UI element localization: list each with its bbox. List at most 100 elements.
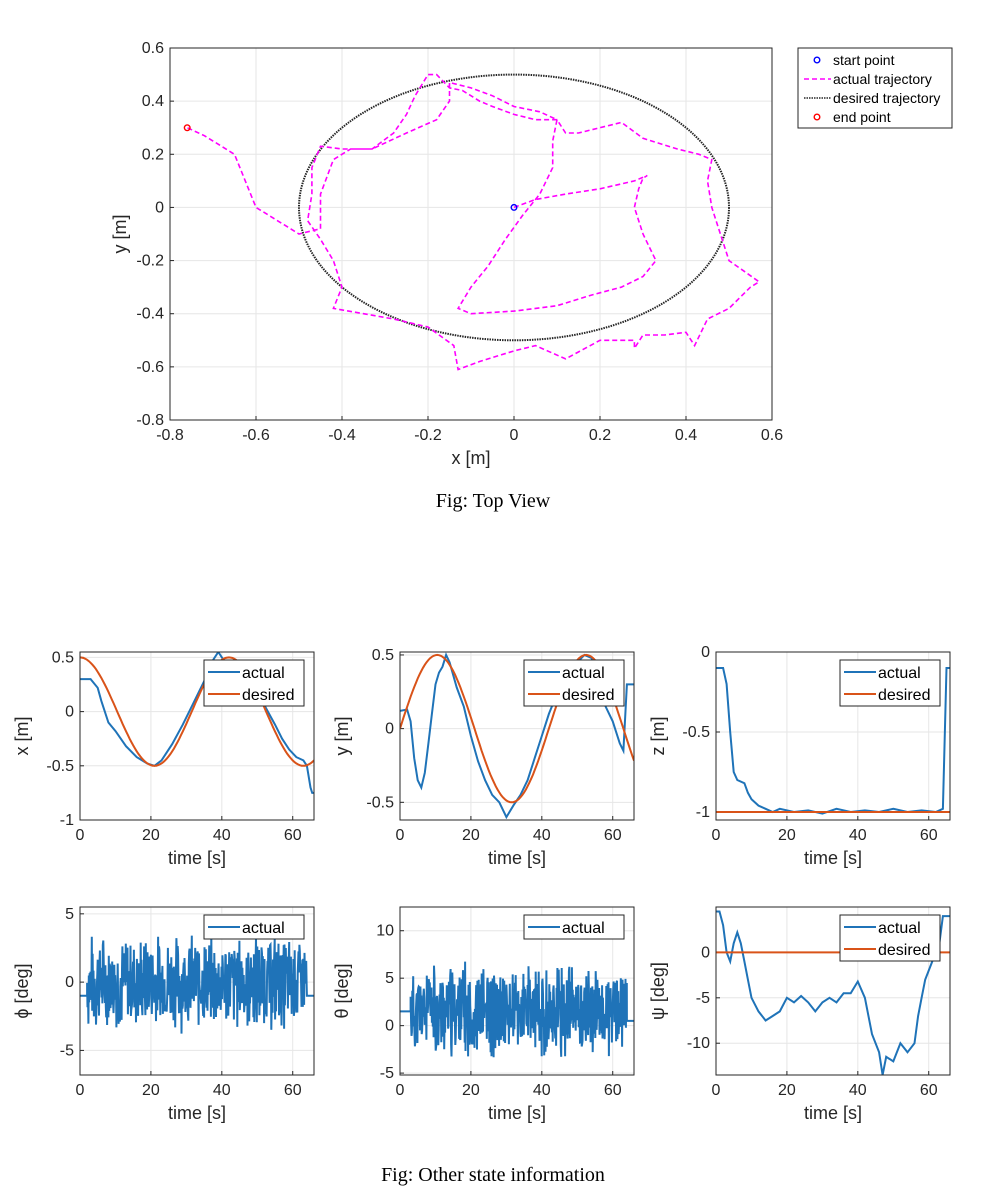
legend-entry-label: desired [878, 942, 930, 959]
x-tick-label: 20 [778, 827, 796, 844]
x-tick-label: 20 [778, 1082, 796, 1099]
y-tick-label: 5 [65, 906, 74, 923]
y-tick-label: -5 [60, 1042, 74, 1059]
legend-box [523, 659, 625, 707]
x-position-chart: 0 20 40 60 -1 -0.5 0 0.5 time [s] x [m] actual desi… [12, 649, 315, 868]
y-axis-label: ϕ [deg] [12, 963, 32, 1018]
x-tick-label: -0.6 [242, 427, 270, 444]
x-tick-label: 60 [284, 1082, 302, 1099]
top-view-caption: Fig: Top View [435, 490, 551, 512]
y-tick-label: -0.5 [366, 794, 394, 811]
axes-frame [399, 651, 635, 821]
y-tick-label: -1 [60, 812, 74, 829]
actual-series-line [80, 652, 314, 794]
legend-entry-label: desired [242, 687, 294, 704]
x-tick-label: 20 [142, 1082, 160, 1099]
legend-box [839, 914, 941, 962]
plot-area [170, 48, 772, 420]
y-tick-label: 0 [701, 944, 710, 961]
state-info-caption: Fig: Other state information [381, 1164, 605, 1186]
x-tick-label: 0 [510, 427, 519, 444]
x-tick-label: 60 [920, 827, 938, 844]
legend-entry-label: desired trajectory [833, 90, 940, 106]
x-tick-label: 40 [213, 1082, 231, 1099]
z-position-chart: 0 20 40 60 -1 -0.5 0 time [s] z [m] actual desired [648, 644, 951, 868]
x-tick-label: -0.8 [156, 427, 184, 444]
x-tick-label: 60 [284, 827, 302, 844]
desired-trajectory [298, 73, 730, 342]
x-tick-label: 0 [712, 1082, 721, 1099]
legend-entry-label: end point [833, 109, 891, 125]
y-tick-label: 10 [376, 923, 394, 940]
x-tick-label: 0 [76, 827, 85, 844]
x-axis-label: time [s] [168, 848, 226, 868]
y-tick-label: 0 [65, 974, 74, 991]
axes-frame [79, 651, 315, 821]
roll-angle-chart: 0 20 40 60 -5 0 5 time [s] ϕ [deg] actual [12, 906, 315, 1123]
x-tick-label: 40 [533, 827, 551, 844]
x-axis-label: time [s] [168, 1103, 226, 1123]
legend-entry-label: desired [878, 687, 930, 704]
y-tick-label: 0 [701, 644, 710, 661]
y-axis-label: θ [deg] [332, 963, 352, 1018]
x-axis-label: time [s] [804, 848, 862, 868]
y-tick-label: -0.6 [136, 359, 164, 376]
top-view-chart: -0.8 -0.6 -0.4 -0.2 0 0.2 0.4 0.6 -0.8 -0.6 -0.4 -0… [110, 40, 953, 468]
legend-entry-label: actual [562, 920, 605, 937]
x-tick-label: 0.6 [761, 427, 783, 444]
legend-box [203, 659, 305, 707]
y-tick-label: 0 [385, 1018, 394, 1035]
x-tick-label: 0.2 [589, 427, 611, 444]
axes-frame [715, 651, 951, 821]
y-tick-label: 0.4 [142, 93, 164, 110]
y-tick-label: 0 [65, 704, 74, 721]
y-tick-label: 0.2 [142, 146, 164, 163]
x-tick-label: 0.4 [675, 427, 697, 444]
actual-series-line [716, 910, 950, 1075]
legend-box [797, 47, 953, 129]
y-tick-label: -0.2 [136, 253, 164, 270]
y-tick-label: -5 [696, 990, 710, 1007]
actual-trajectory [186, 73, 761, 371]
legend-entry-label: desired [562, 687, 614, 704]
axes-frame [715, 906, 951, 1076]
y-tick-label: 5 [385, 970, 394, 987]
yaw-angle-chart: 0 20 40 60 -10 -5 0 time [s] ψ [deg] actual desire… [648, 906, 951, 1123]
y-axis-label: z [m] [648, 717, 668, 756]
x-tick-label: -0.4 [328, 427, 356, 444]
y-tick-label: 0 [155, 199, 164, 216]
y-tick-label: -0.5 [46, 758, 74, 775]
x-tick-label: 0 [396, 1082, 405, 1099]
x-tick-label: 0 [396, 827, 405, 844]
x-tick-label: 40 [849, 1082, 867, 1099]
x-tick-label: 60 [920, 1082, 938, 1099]
legend-entry-label: actual [878, 920, 921, 937]
y-tick-label: 0 [385, 721, 394, 738]
actual-series-line [400, 961, 634, 1058]
legend-box [839, 659, 941, 707]
y-tick-label: 0.5 [372, 647, 394, 664]
legend-entry-label: actual trajectory [833, 71, 932, 87]
x-tick-label: 60 [604, 1082, 622, 1099]
axes-frame [79, 906, 315, 1076]
legend-entry-label: actual [242, 920, 285, 937]
x-tick-label: -0.2 [414, 427, 442, 444]
y-tick-label: -1 [696, 804, 710, 821]
desired-series-line [80, 656, 314, 767]
x-tick-label: 20 [462, 827, 480, 844]
legend-entry-label: actual [242, 665, 285, 682]
y-tick-label: -10 [687, 1035, 710, 1052]
x-tick-label: 60 [604, 827, 622, 844]
axes-frame [169, 47, 773, 421]
x-tick-label: 40 [213, 827, 231, 844]
y-axis-label: ψ [deg] [648, 962, 668, 1020]
x-tick-label: 20 [142, 827, 160, 844]
legend-entry-label: actual [878, 665, 921, 682]
legend-end-marker [813, 113, 821, 121]
x-axis-label: time [s] [488, 848, 546, 868]
x-tick-label: 0 [712, 827, 721, 844]
y-tick-label: -0.8 [136, 412, 164, 429]
x-tick-label: 0 [76, 1082, 85, 1099]
